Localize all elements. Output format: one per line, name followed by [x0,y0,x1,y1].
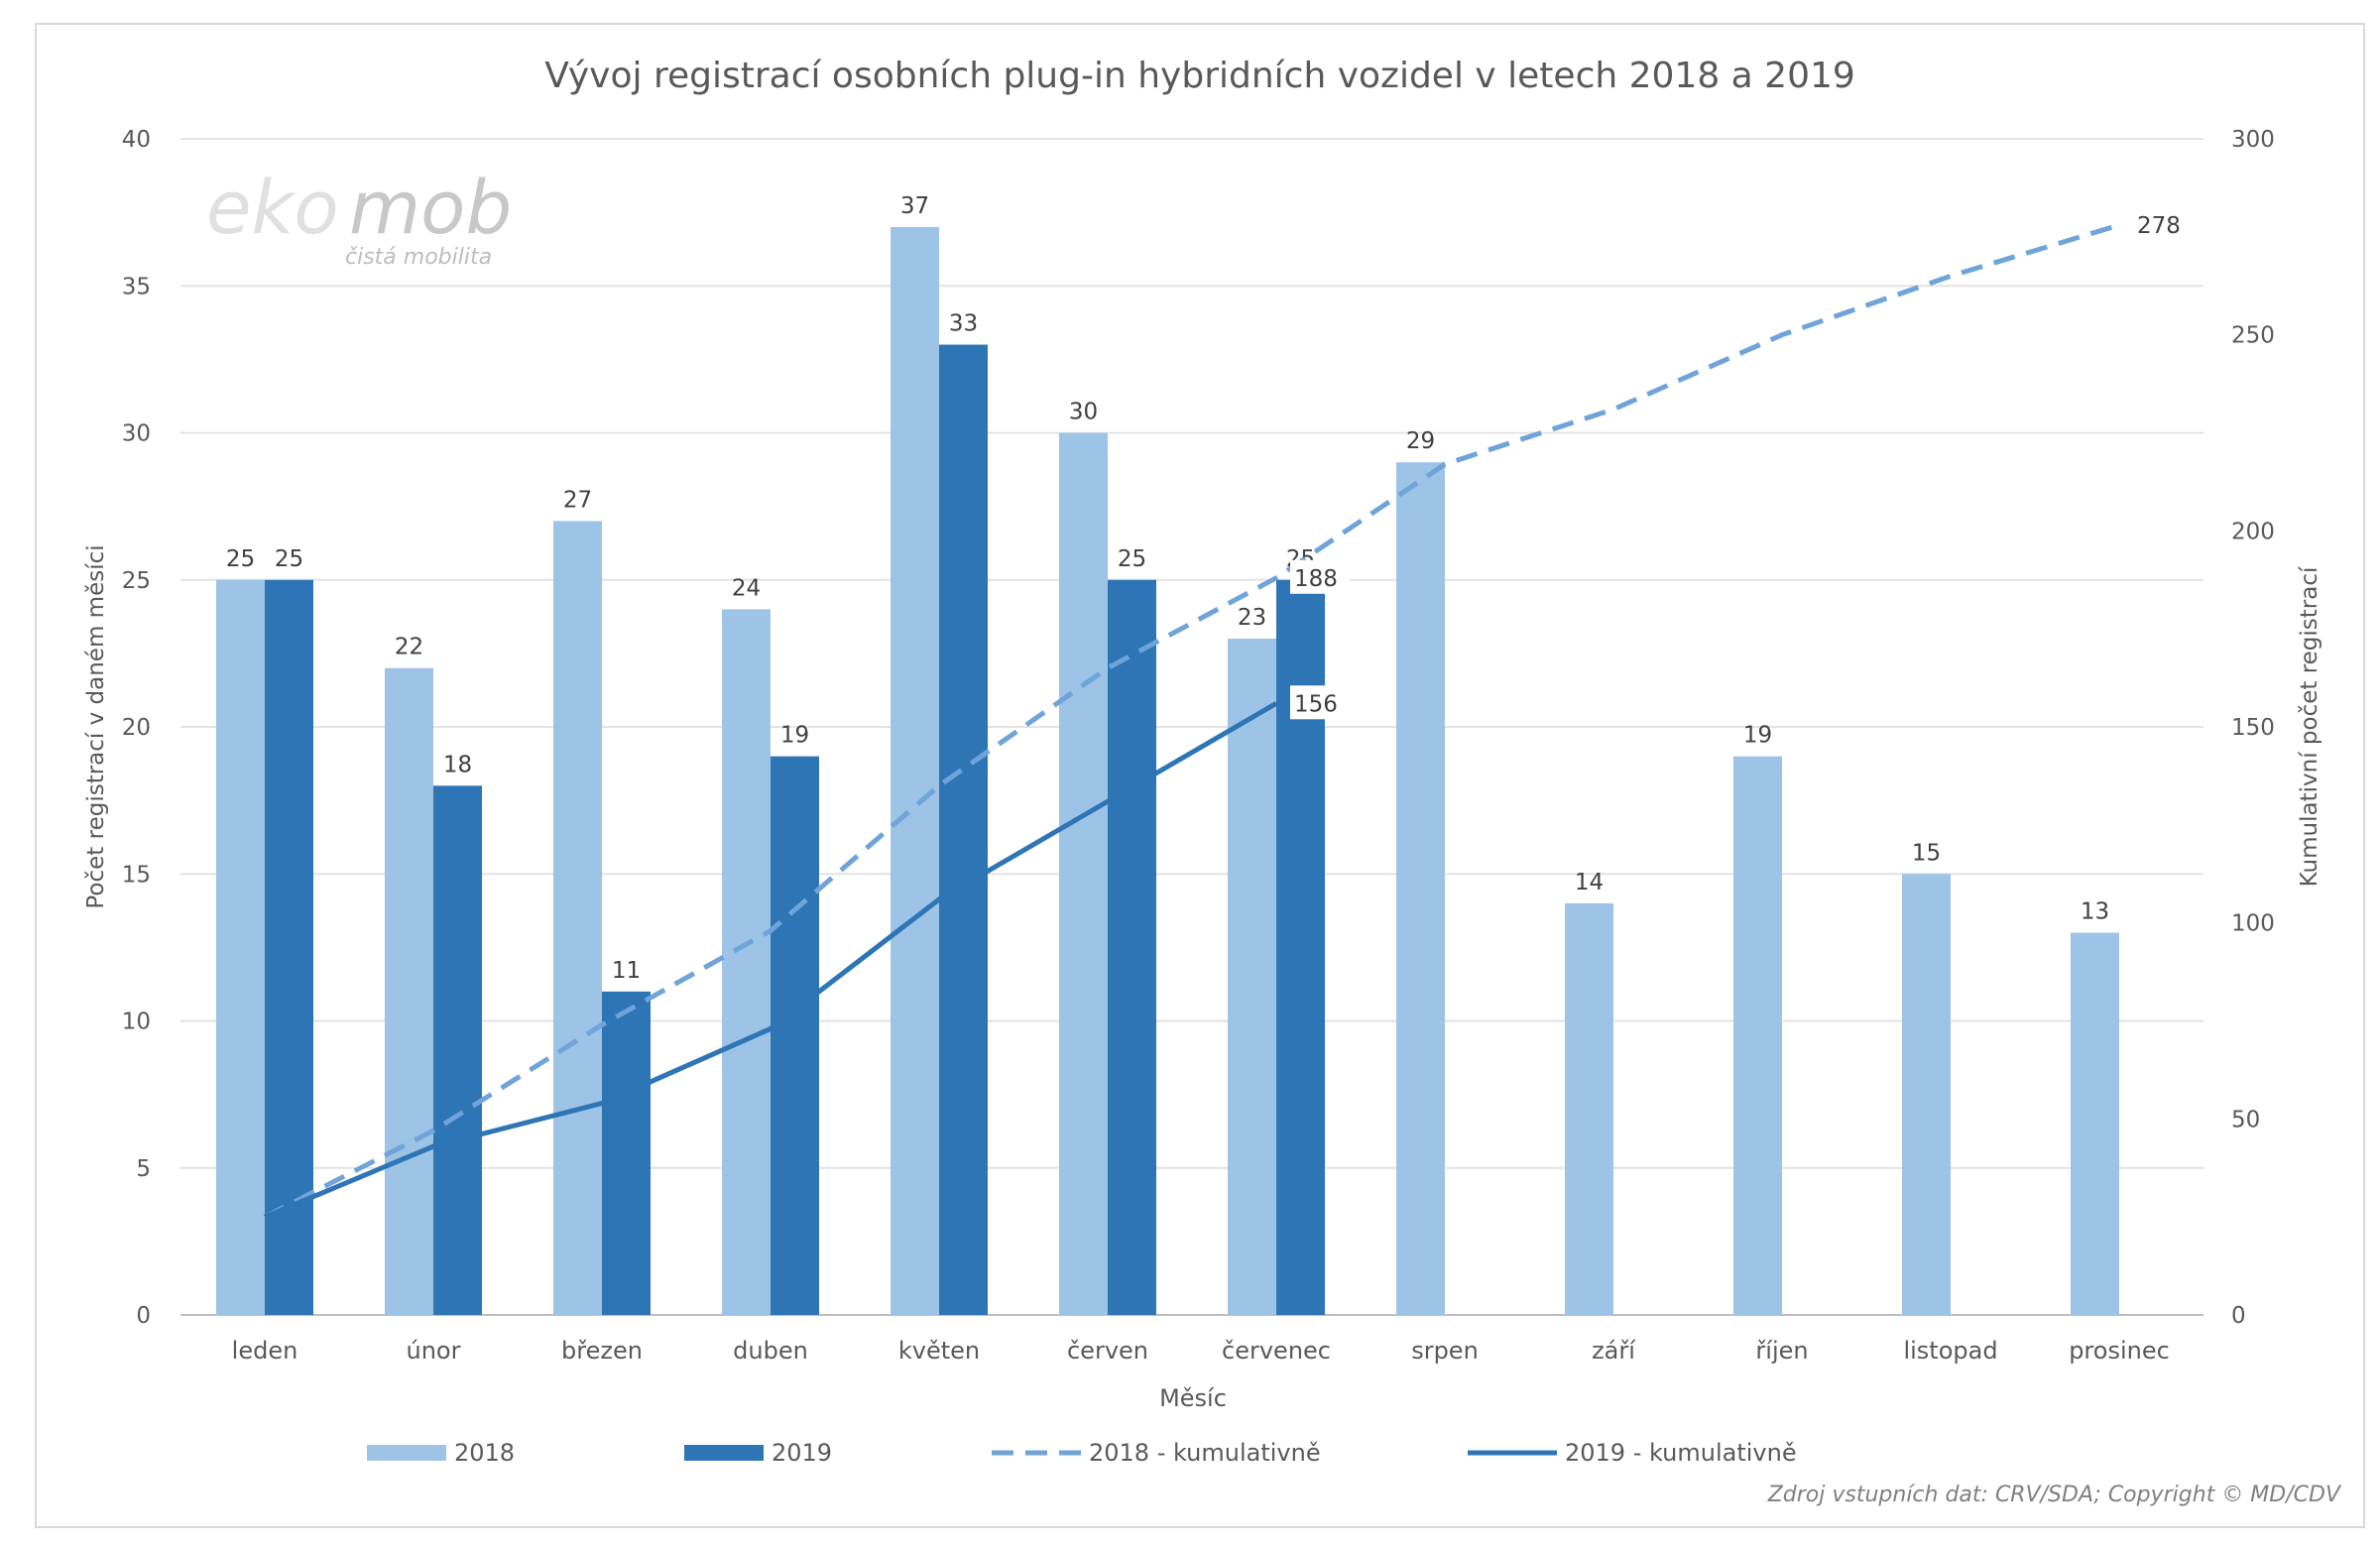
x-tick-label: červen [1067,1337,1148,1365]
bar-label: 25 [1118,546,1146,572]
bar-2018 [2071,932,2119,1315]
bar-2018 [1228,639,1276,1315]
line-label: 188 [1294,566,1338,592]
y2-tick-label: 0 [2231,1303,2246,1329]
svg-text:čistá mobilita: čistá mobilita [345,245,492,270]
bar-2018 [891,226,939,1316]
x-tick-label: květen [898,1337,980,1365]
y-tick-label: 10 [122,1010,151,1035]
ekomob-logo: eko mob čistá mobilita [206,166,512,270]
axes: 0 5 10 15 20 25 30 35 40 0 50 100 150 200 250 300 leden ú… [122,127,2275,1365]
legend-swatch-2019 [684,1445,764,1461]
bar-2018 [722,609,771,1315]
bar-label: 33 [949,311,978,337]
bar-2019 [602,991,651,1315]
bar-2018 [1565,902,1613,1315]
y2-axis-title: Kumulativní počet registrací [2297,566,2322,887]
y2-tick-label: 150 [2231,715,2275,741]
y2-tick-label: 50 [2231,1107,2260,1132]
bar-label: 37 [900,193,929,219]
gridlines [180,138,2203,1316]
bar-label: 25 [275,546,303,572]
bar-label: 15 [1912,840,1941,866]
x-tick-label: únor [407,1337,461,1365]
legend-label: 2018 [454,1439,515,1467]
line-2018 - kumulativně [263,222,2120,1220]
chart-title: Vývoj registrací osobních plug-in hybrid… [544,56,1855,96]
legend: 2018 2019 2018 - kumulativně 2019 - kumulat… [367,1439,1797,1467]
legend-label: 2019 [772,1439,832,1467]
x-axis-title: Měsíc [1159,1384,1227,1412]
y-axis-title: Počet registrací v daném měsíci [83,544,109,908]
line-label-bg [1290,685,1350,720]
line-label-bg [1290,559,1350,594]
bar-2019 [1108,579,1156,1315]
y2-tick-label: 200 [2231,519,2275,544]
legend-label: 2019 - kumulativně [1565,1439,1797,1467]
y-tick-label: 35 [122,274,151,299]
bar-label: 25 [226,546,255,572]
bar-2018 [216,579,265,1315]
bar-label: 11 [612,958,641,984]
y-tick-label: 5 [136,1156,151,1182]
bar-label: 14 [1575,870,1604,895]
svg-text:mob: mob [349,166,512,251]
bar-2018 [553,521,602,1315]
bar-label: 27 [563,487,592,513]
line-label-bg [2133,206,2193,241]
y2-tick-label: 100 [2231,911,2275,937]
y-tick-label: 20 [122,715,151,741]
x-tick-label: říjen [1755,1337,1808,1365]
bar-label: 22 [395,635,423,660]
bar-label: 19 [1743,723,1772,749]
x-tick-label: duben [733,1337,808,1365]
y-tick-label: 30 [122,421,151,447]
cumulative-lines [263,222,2120,1220]
bars [216,226,2119,1316]
svg-text:eko: eko [206,166,339,251]
bar-2019 [265,579,313,1315]
bar-label: 18 [443,752,472,777]
bar-label: 30 [1069,400,1098,425]
bar-2018 [1396,462,1445,1315]
bar-2018 [1059,432,1108,1315]
legend-label: 2018 - kumulativně [1089,1439,1321,1467]
bar-2018 [1902,874,1951,1315]
y-tick-label: 15 [122,862,151,888]
x-tick-label: srpen [1411,1337,1479,1365]
y2-tick-label: 250 [2231,323,2275,349]
line-label: 278 [2137,213,2181,239]
bar-label: 19 [780,723,809,749]
bar-2019 [939,344,988,1315]
x-tick-label: březen [561,1337,643,1365]
bar-label: 13 [2081,899,2109,925]
y-tick-label: 0 [136,1303,151,1329]
line-2019 - kumulativně [264,701,1278,1220]
legend-swatch-2018 [367,1445,446,1461]
y-tick-label: 25 [122,568,151,594]
bar-2018 [385,667,433,1315]
bar-label: 24 [732,575,761,601]
x-tick-label: září [1592,1337,1636,1365]
line-label: 156 [1294,691,1338,717]
x-tick-label: leden [232,1337,298,1365]
x-tick-label: listopad [1903,1337,1997,1365]
y-tick-label: 40 [122,127,151,153]
y2-tick-label: 300 [2231,127,2275,153]
bar-2019 [433,785,482,1315]
source-note: Zdroj vstupních dat: CRV/SDA; Copyright … [1767,1483,2342,1507]
bar-2018 [1733,756,1782,1315]
x-tick-label: červenec [1222,1337,1331,1365]
bar-2019 [771,756,819,1315]
bar-label: 29 [1406,428,1435,454]
bar-label: 23 [1238,605,1266,631]
x-tick-label: prosinec [2069,1337,2170,1365]
